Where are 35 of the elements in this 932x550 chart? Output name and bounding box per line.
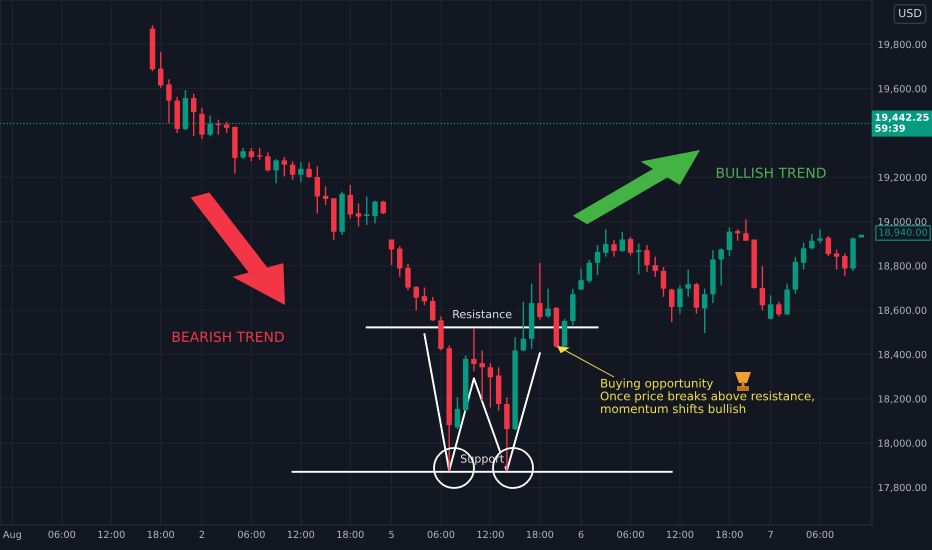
y-tick-label: 18,800.00: [878, 262, 926, 271]
y-tick-label: 19,600.00: [878, 85, 926, 94]
x-tick-label: Aug: [2, 530, 21, 540]
x-tick-label: 12:00: [288, 530, 314, 538]
y-tick-label: 19,200.00: [878, 174, 926, 182]
annotation: BEARISH TREND: [172, 332, 284, 342]
y-tick-label: 18,400.00: [878, 350, 926, 360]
x-tick-label: 2: [200, 530, 204, 538]
x-tick-label: 18:00: [148, 530, 174, 538]
annotation: BULLISH TREND: [716, 168, 826, 178]
x-tick-label: 18:00: [526, 530, 554, 538]
x-tick-label: 06:00: [617, 530, 644, 538]
x-tick-label: 12:00: [98, 530, 125, 538]
y-tick-label: 19,000.00: [878, 218, 926, 226]
x-tick-label: 12:00: [477, 530, 504, 538]
y-tick-label: 18,200.00: [878, 395, 926, 404]
ref-line-label: 19,442.25 59:39: [875, 114, 929, 132]
x-tick-label: 06:00: [806, 530, 834, 538]
x-tick-label: 06:00: [48, 530, 76, 538]
x-tick-label: 18:00: [716, 530, 743, 538]
x-tick-label: 5: [389, 530, 394, 538]
y-tick-label: 18,600.00: [878, 306, 926, 315]
text: 18,940.00: [879, 228, 928, 237]
x-tick-label: 12:00: [667, 530, 694, 538]
series-label: Resistance: [453, 310, 512, 318]
x-tick-label: 06:00: [428, 530, 454, 538]
x-tick-label: 7: [768, 530, 773, 538]
text: USD: [899, 8, 922, 18]
x-tick-label: 18:00: [337, 530, 364, 538]
x-tick-label: 6: [578, 530, 584, 538]
annotation: Buying opportunity Once price breaks above resistance, momentum shifts bullish: [600, 378, 814, 414]
y-tick-label: 18,000.00: [878, 440, 926, 448]
y-tick-label: 19,800.00: [878, 40, 926, 50]
x-tick-label: 06:00: [238, 530, 265, 538]
y-tick-label: 17,800.00: [878, 484, 926, 492]
